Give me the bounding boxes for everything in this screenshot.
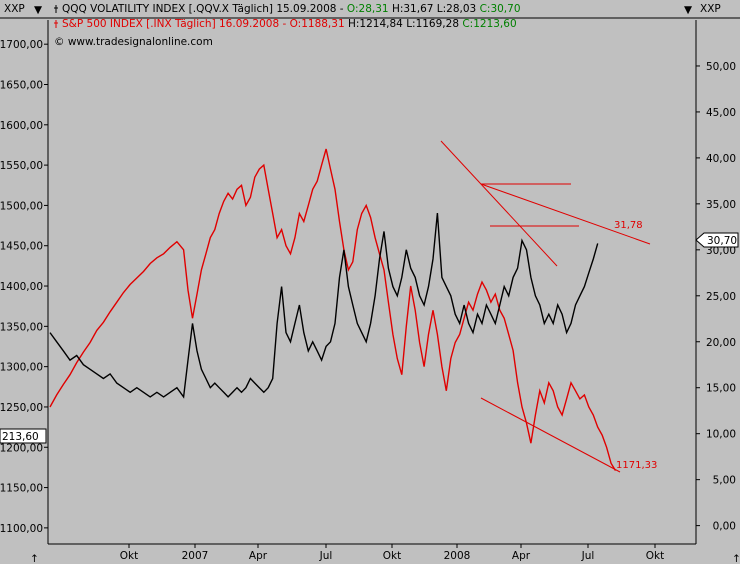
- x-tick-label: Apr: [249, 550, 268, 562]
- right-tick-label: 35,00: [706, 199, 736, 211]
- right-tick-label: 20,00: [706, 337, 736, 349]
- last-value-left-text: 213,60: [2, 431, 39, 443]
- corner-label-left: XXP: [4, 3, 25, 15]
- legend-qqv-low: L:28,03: [437, 3, 476, 15]
- left-tick-label: 1300,00: [0, 362, 43, 374]
- last-value-right-text: 30,70: [707, 235, 737, 247]
- left-tick-label: 1350,00: [0, 321, 43, 333]
- right-tick-label: 10,00: [706, 429, 736, 441]
- legend-qqv-open: O:28,31: [347, 3, 389, 15]
- left-tick-label: 1100,00: [0, 523, 43, 535]
- last-value-right-box: [695, 232, 739, 248]
- series-layer: [49, 148, 617, 471]
- legend-qqv-high: H:31,67: [392, 3, 434, 15]
- trendlines: [440, 140, 651, 473]
- right-tick-label: 25,00: [706, 291, 736, 303]
- right-tick-label: 30,00: [706, 245, 736, 257]
- corner-label-right: XXP: [700, 3, 721, 15]
- last-value-right-marker: 30,70: [695, 232, 739, 248]
- legend: QQQ VOLATILITY INDEX [.QQV.X Täglich] 15…: [54, 3, 521, 48]
- legend-qqv-icon: [54, 5, 58, 13]
- x-axis-ticks: Okt 2007 Apr Jul Okt 2008 Apr Jul Okt: [120, 544, 664, 562]
- left-tick-label: 1250,00: [0, 402, 43, 414]
- watermark: © www.tradesignalonline.com: [54, 36, 213, 48]
- left-tick-label: 1200,00: [0, 442, 43, 454]
- right-tick-label: 5,00: [713, 475, 736, 487]
- annotation-3178: 31,78: [614, 220, 643, 231]
- legend-spx-text: S&P 500 INDEX [.INX Täglich] 16.09.2008 …: [62, 18, 290, 30]
- annotation-117133: 1171,33: [616, 460, 657, 471]
- x-tick-label: Jul: [319, 550, 333, 562]
- left-tick-label: 1500,00: [0, 200, 43, 212]
- x-tick-label: Jul: [581, 550, 595, 562]
- legend-spx-low: L:1169,28: [406, 18, 459, 30]
- legend-qqv-text: QQQ VOLATILITY INDEX [.QQV.X Täglich] 15…: [62, 3, 347, 15]
- x-tick-label: Okt: [120, 550, 138, 562]
- left-tick-label: 1550,00: [0, 160, 43, 172]
- x-tick-label: Apr: [512, 550, 531, 562]
- right-tick-label: 50,00: [706, 61, 736, 73]
- legend-item-qqv: QQQ VOLATILITY INDEX [.QQV.X Täglich] 15…: [62, 3, 521, 15]
- legend-spx-close: C:1213,60: [462, 18, 516, 30]
- legend-spx-high: H:1214,84: [348, 18, 403, 30]
- right-tick-label: 45,00: [706, 107, 736, 119]
- left-tick-label: 1150,00: [0, 483, 43, 495]
- right-tick-label: 0,00: [713, 521, 736, 533]
- scroll-arrow-bottom-left[interactable]: ↑: [30, 553, 39, 564]
- trendline-upper-down[interactable]: [440, 140, 558, 267]
- left-axis-ticks: 1700,00 1650,00 1600,00 1550,00 1500,00 1450,…: [0, 39, 48, 535]
- legend-item-spx: S&P 500 INDEX [.INX Täglich] 16.09.2008 …: [62, 18, 517, 30]
- trendline-support[interactable]: [480, 397, 621, 473]
- left-tick-label: 1700,00: [0, 39, 43, 51]
- last-value-left-box: [0, 428, 47, 444]
- x-tick-label: 2008: [444, 550, 471, 562]
- left-tick-label: 1400,00: [0, 281, 43, 293]
- left-tick-label: 1600,00: [0, 120, 43, 132]
- scroll-up-arrow-right[interactable]: ▼: [684, 4, 693, 16]
- legend-spx-icon: [54, 20, 58, 28]
- left-tick-label: 1650,00: [0, 79, 43, 91]
- scroll-up-arrow-left[interactable]: ▼: [34, 4, 43, 16]
- legend-qqv-close: C:30,70: [480, 3, 521, 15]
- x-tick-label: Okt: [646, 550, 664, 562]
- series-line-spx[interactable]: [49, 148, 617, 471]
- left-tick-label: 1450,00: [0, 241, 43, 253]
- last-value-left-marker: 213,60: [0, 428, 47, 444]
- series-line-qqv[interactable]: [49, 213, 599, 399]
- x-tick-label: Okt: [383, 550, 401, 562]
- scroll-arrow-bottom-right[interactable]: ↑: [732, 553, 740, 564]
- x-tick-label: 2007: [182, 550, 209, 562]
- right-tick-label: 40,00: [706, 153, 736, 165]
- trendline-resistance[interactable]: [480, 183, 651, 245]
- legend-spx-open: O:1188,31: [290, 18, 345, 30]
- right-tick-label: 15,00: [706, 383, 736, 395]
- right-axis-ticks: 50,00 45,00 40,00 35,00 30,00 25,00 20,00 15,00…: [696, 61, 736, 533]
